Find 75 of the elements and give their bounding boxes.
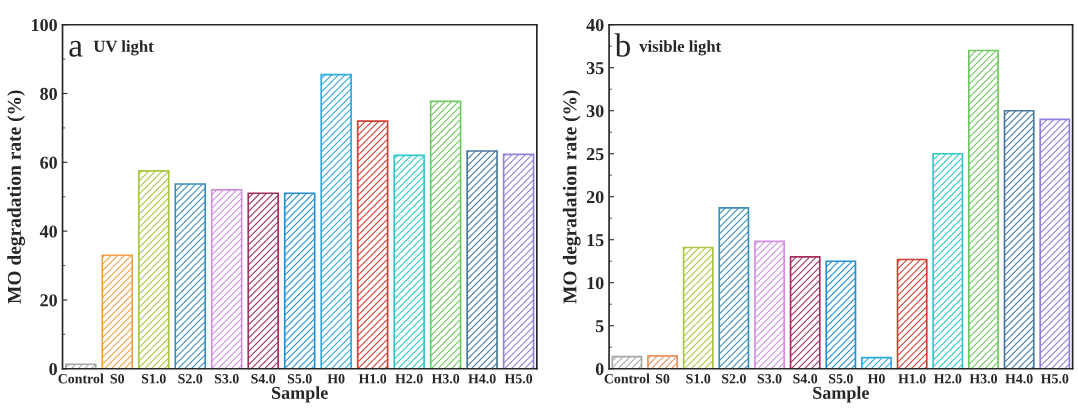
x-tick-label: S2.0 xyxy=(178,374,203,384)
x-tick-label: S1.0 xyxy=(141,374,166,384)
bar xyxy=(210,189,243,369)
text: UV light xyxy=(93,40,154,56)
x-tick-label: H4.0 xyxy=(1005,374,1033,384)
bar xyxy=(393,154,425,369)
y-tick-label: 60 xyxy=(40,156,57,169)
bar xyxy=(356,120,389,369)
bar xyxy=(502,153,535,369)
y-tick-label: 30 xyxy=(586,104,604,118)
text: visible light xyxy=(639,40,722,56)
bar xyxy=(861,356,892,369)
x-axis-title: Sample xyxy=(272,386,328,403)
x-tick-label: H4.0 xyxy=(468,374,496,384)
x-tick-label: Control xyxy=(604,373,650,384)
x-tick-label: S0 xyxy=(655,374,670,384)
bar xyxy=(611,355,643,369)
bar xyxy=(718,207,750,369)
bar xyxy=(968,49,999,369)
bar xyxy=(174,183,207,369)
bar xyxy=(1003,109,1035,369)
x-tick-label: H2.0 xyxy=(395,374,423,384)
y-tick-label: 10 xyxy=(587,276,604,290)
bar xyxy=(101,254,134,369)
x-tick-label: H1.0 xyxy=(898,374,926,384)
bar xyxy=(896,258,928,369)
bar xyxy=(64,363,97,369)
bar xyxy=(682,246,714,369)
x-tick-label: S0 xyxy=(110,374,125,384)
bar xyxy=(283,192,316,369)
y-tick-label: 0 xyxy=(49,363,57,376)
y-tick-label: 40 xyxy=(586,18,604,32)
y-axis-title: MO degradation rate (%) xyxy=(562,90,581,304)
x-tick-label: H3.0 xyxy=(431,374,460,384)
y-tick-label: 35 xyxy=(586,62,604,75)
x-tick-label: S3.0 xyxy=(214,374,239,384)
y-tick-label: 20 xyxy=(40,294,57,307)
bar xyxy=(1039,118,1071,369)
bar xyxy=(825,260,857,369)
x-tick-label: S2.0 xyxy=(722,374,746,384)
bar xyxy=(247,192,279,369)
x-tick-label: S5.0 xyxy=(829,374,853,384)
bar xyxy=(789,256,821,369)
x-tick-label: S4.0 xyxy=(793,374,818,384)
y-axis-title: MO degradation rate (%) xyxy=(7,90,26,304)
x-tick-label: H5.0 xyxy=(1040,374,1069,384)
y-tick-label: 40 xyxy=(39,225,57,238)
x-tick-label: H0 xyxy=(867,374,885,384)
bar xyxy=(647,355,679,369)
annotation: a xyxy=(69,40,83,57)
x-tick-label: H5.0 xyxy=(504,374,533,384)
x-tick-label: Control xyxy=(58,373,104,384)
y-tick-label: 25 xyxy=(586,148,604,161)
y-tick-label: 80 xyxy=(40,87,57,100)
y-tick-label: 0 xyxy=(595,363,604,376)
x-tick-label: H2.0 xyxy=(933,374,962,384)
x-tick-label: S1.0 xyxy=(686,374,711,384)
bar xyxy=(137,170,170,369)
x-axis-title: Sample xyxy=(813,386,869,403)
bar xyxy=(932,152,964,369)
x-tick-label: H3.0 xyxy=(969,374,998,384)
x-tick-label: S3.0 xyxy=(757,374,782,384)
y-tick-label: 20 xyxy=(586,190,604,204)
bar xyxy=(320,73,352,369)
bar xyxy=(754,240,785,369)
x-tick-label: H1.0 xyxy=(358,374,387,384)
y-tick-label: 5 xyxy=(595,320,604,333)
x-tick-label: S5.0 xyxy=(287,374,312,384)
x-tick-label: H0 xyxy=(327,374,345,384)
bar xyxy=(429,100,462,369)
y-tick-label: 15 xyxy=(587,234,604,247)
annotation: b xyxy=(614,33,631,57)
bar xyxy=(466,150,498,369)
x-tick-label: S4.0 xyxy=(251,374,276,384)
y-tick-label: 100 xyxy=(32,18,57,32)
